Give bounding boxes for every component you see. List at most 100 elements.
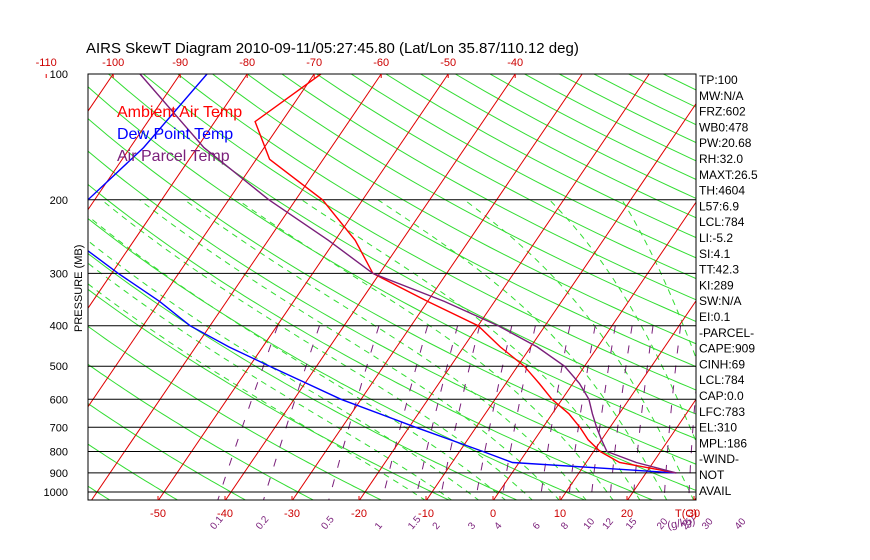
isotherm: [88, 74, 315, 408]
isotherm: [426, 102, 696, 500]
mixing-ratio-tick-label: 1: [373, 520, 385, 532]
bottom-tick-label: 0: [490, 508, 496, 520]
bottom-tick-label: -30: [284, 508, 300, 520]
dry-adiabat: [733, 74, 870, 501]
dry-adiabat: [88, 288, 451, 500]
moist-adiabat: [377, 199, 668, 500]
mixing-ratio-tick-label: 10: [582, 516, 598, 532]
isotherm: [88, 74, 181, 211]
temp-axis-label: T(C): [675, 508, 697, 520]
mixing-ratio-line: [217, 325, 279, 500]
dry-adiabat: [802, 74, 870, 501]
mixing-ratio-line: [414, 325, 459, 500]
dry-adiabat: [385, 74, 696, 239]
dry-adiabat: [420, 74, 696, 219]
mixing-ratio-line: [609, 325, 633, 500]
isotherm: [560, 299, 696, 500]
pressure-tick-label: 300: [50, 268, 68, 280]
dry-adiabat: [524, 74, 696, 162]
bottom-tick-label: -40: [217, 508, 233, 520]
isobars: [88, 199, 696, 493]
stat-line: NOT: [699, 468, 725, 482]
mixing-ratio-tick-label: 4: [492, 520, 504, 532]
isotherm: [493, 201, 696, 500]
pressure-tick-label: 600: [50, 394, 68, 406]
legend-entry: Ambient Air Temp: [117, 104, 242, 121]
bottom-tick-label: -10: [418, 508, 434, 520]
mixing-ratio-line: [439, 325, 481, 500]
stat-line: EI:0.1: [699, 310, 731, 324]
isotherm: [761, 74, 870, 501]
stat-line: L57:6.9: [699, 199, 739, 213]
mixing-ratio-line: [475, 325, 513, 500]
series-line-air-parcel-temp: [139, 74, 677, 474]
dry-adiabat: [489, 74, 696, 180]
stat-line: TP:100: [699, 73, 738, 87]
bottom-tick-label: -50: [150, 508, 166, 520]
stat-line: LCL:784: [699, 373, 745, 387]
top-tick-label: -60: [373, 57, 389, 69]
dry-adiabat: [88, 150, 696, 491]
isotherm: [359, 74, 650, 500]
stat-line: MPL:186: [699, 436, 747, 450]
dry-adiabat: [350, 74, 696, 259]
top-tick-label: -50: [440, 57, 456, 69]
mixing-ratio-line: [663, 325, 682, 500]
stat-line: -WIND-: [699, 452, 739, 466]
isotherm: [91, 74, 382, 500]
series-line-dew-point-temp: [88, 74, 677, 474]
top-tick-label: -90: [172, 57, 188, 69]
dry-adiabat: [88, 183, 654, 500]
stat-line: EL:310: [699, 421, 737, 435]
stat-line: LI:-5.2: [699, 231, 733, 245]
dry-adiabat: [108, 74, 696, 415]
dry-adiabat: [88, 86, 696, 440]
dry-adiabat: [837, 74, 870, 501]
legend-entry: Dew Point Temp: [117, 126, 233, 143]
moist-adiabat: [101, 199, 533, 500]
mixing-ratio-line: [632, 325, 654, 500]
dry-adiabat: [88, 485, 111, 500]
moist-adiabat: [184, 199, 587, 500]
stat-line: MAXT:26.5: [699, 168, 758, 182]
isotherm: [828, 74, 870, 501]
series-line-ambient-air-temp: [254, 74, 677, 474]
mixing-ratio-label: (g/kg): [666, 515, 696, 532]
stat-line: LCL:784: [699, 215, 745, 229]
isotherm: [292, 74, 583, 500]
top-tick-label: -110: [36, 57, 57, 69]
mixing-ratio-line: [539, 325, 571, 500]
mixing-ratio-tick-label: 3: [466, 520, 478, 532]
bottom-tick-label: 10: [554, 508, 566, 520]
mixing-ratio-tick-label: 12: [600, 516, 616, 532]
stat-line: CINH:69: [699, 357, 745, 371]
y-axis-label: PRESSURE (MB): [73, 245, 85, 332]
stat-line: CAPE:909: [699, 342, 755, 356]
mixing-ratio-tick-label: 0.5: [319, 514, 337, 532]
mixing-ratio-tick-label: 6: [531, 520, 543, 532]
profiles: [88, 74, 677, 474]
dry-adiabat: [177, 74, 696, 368]
chart-title: AIRS SkewT Diagram 2010-09-11/05:27:45.8…: [86, 40, 579, 57]
pressure-tick-label: 900: [50, 468, 68, 480]
mixing-ratio-line: [567, 325, 596, 500]
dry-adiabat: [246, 74, 696, 323]
mixing-ratio-tick-label: 30: [700, 516, 716, 532]
stat-line: -PARCEL-: [699, 326, 754, 340]
top-tick-label: -80: [239, 57, 255, 69]
isotherm: [88, 74, 114, 112]
moist-adiabat: [549, 199, 696, 443]
pressure-tick-label: 500: [50, 361, 68, 373]
top-tick-label: -40: [507, 57, 523, 69]
mixing-ratio-tick-label: 2: [431, 520, 443, 532]
dry-adiabat: [88, 402, 247, 500]
moist-adiabat: [139, 199, 560, 500]
pressure-tick-label: 700: [50, 422, 68, 434]
moist-adiabat: [88, 283, 426, 500]
dry-adiabat: [212, 74, 696, 345]
mixing-ratio-line: [381, 325, 429, 500]
isotherm: [158, 74, 449, 500]
stat-line: AVAIL: [699, 484, 732, 498]
legend: Ambient Air Temp Dew Point Temp Air Parcel…: [117, 104, 242, 165]
